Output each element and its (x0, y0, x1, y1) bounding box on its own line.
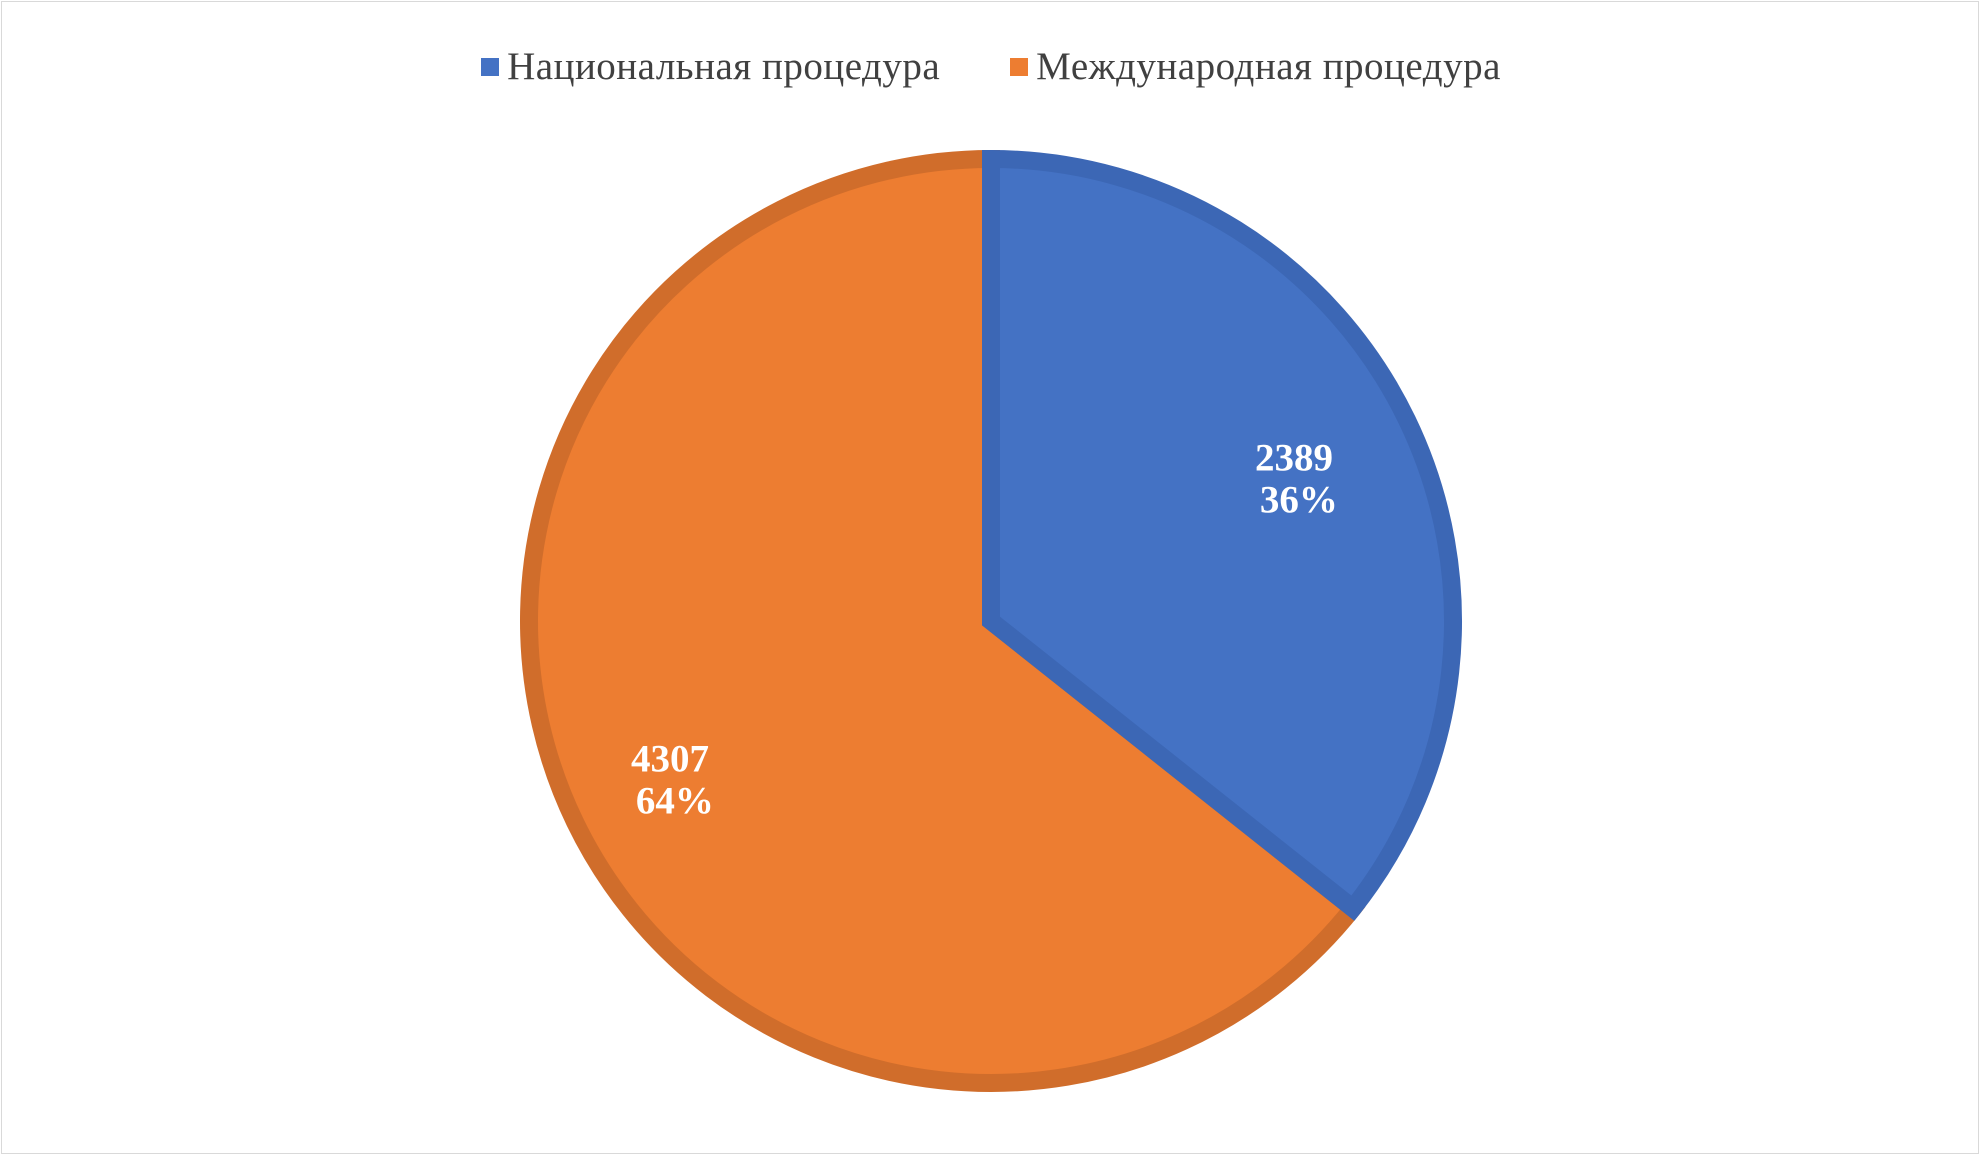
legend-item-international: Международная процедура (1010, 44, 1501, 89)
legend-item-national: Национальная процедура (481, 44, 940, 89)
legend-label-international: Международная процедура (1036, 45, 1501, 88)
pie-slice-international (520, 149, 1366, 1092)
data-label-international-percent: 64% (636, 780, 714, 823)
data-label-national-percent: 36% (1260, 478, 1338, 521)
data-label-international-value: 4307 (631, 738, 709, 781)
data-label-national-value: 2389 (1255, 436, 1333, 479)
data-label-international: 4307 64% (631, 738, 719, 823)
legend-label-national: Национальная процедура (507, 45, 941, 88)
pie-slice-national (982, 149, 1462, 921)
legend-swatch-international (1010, 57, 1029, 76)
legend: Национальная процедура Международная про… (0, 44, 1982, 89)
legend-swatch-national (481, 57, 500, 76)
data-label-national: 2389 36% (1255, 436, 1343, 521)
